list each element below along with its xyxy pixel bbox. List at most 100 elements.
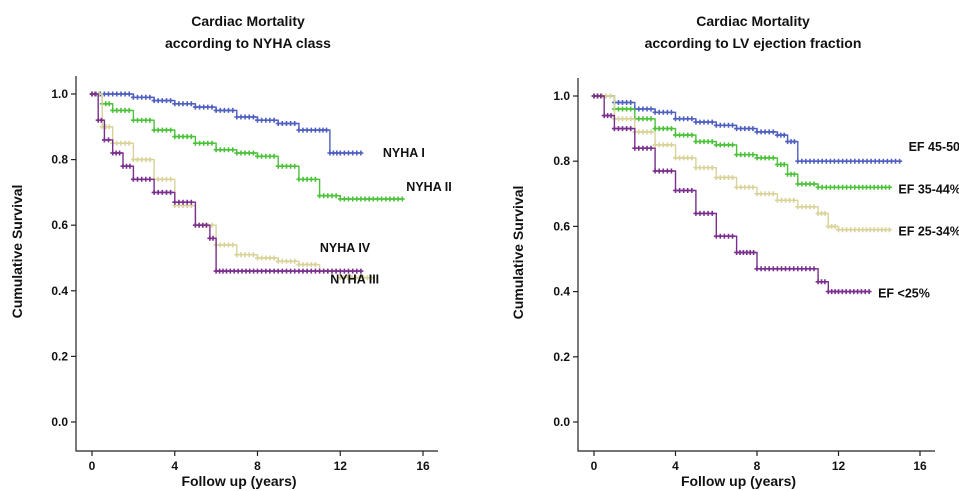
censor-mark: [709, 210, 715, 216]
censor-mark: [135, 94, 140, 100]
censor-mark: [333, 193, 339, 199]
censor-mark: [250, 252, 256, 258]
censor-mark: [781, 162, 787, 167]
x-tick-label: 16: [913, 459, 927, 473]
censor-mark: [126, 107, 132, 113]
censor-mark: [370, 196, 376, 202]
censor-mark: [628, 116, 634, 122]
series-label: EF <25%: [878, 287, 930, 301]
x-axis-label: Follow up (years): [681, 473, 796, 489]
x-tick-label: 8: [754, 459, 761, 473]
x-tick-label: 4: [171, 459, 178, 473]
y-tick-label: 0.2: [51, 349, 68, 363]
y-tick-label: 1.0: [51, 87, 68, 101]
censor-mark: [689, 188, 695, 193]
censor-mark: [267, 268, 273, 274]
censor-mark: [730, 122, 735, 128]
censor-mark: [106, 137, 111, 143]
censor-mark: [188, 134, 194, 140]
censor-mark: [628, 126, 634, 132]
censor-mark: [135, 176, 140, 182]
censor-mark: [781, 132, 787, 138]
x-tick-label: 12: [334, 459, 348, 473]
censor-mark: [325, 268, 331, 274]
censor-mark: [304, 262, 310, 268]
censor-mark: [709, 165, 715, 171]
censor-mark: [92, 91, 98, 97]
censor-mark: [246, 150, 252, 156]
censor-mark: [234, 252, 240, 258]
censor-mark: [98, 117, 104, 123]
censor-mark: [832, 223, 838, 229]
censor-mark: [886, 227, 892, 233]
censor-mark: [188, 199, 194, 205]
censor-mark: [213, 147, 219, 153]
censor-mark: [648, 106, 654, 112]
censor-mark: [689, 155, 695, 161]
censor-mark: [230, 147, 236, 153]
censor-mark: [271, 255, 277, 261]
censor-mark: [668, 126, 674, 132]
censor-mark: [213, 107, 219, 113]
censor-mark: [648, 116, 654, 122]
y-tick-label: 0.8: [51, 153, 68, 167]
censor-mark: [135, 157, 140, 163]
censor-mark: [159, 176, 165, 182]
censor-mark: [312, 127, 318, 133]
censor-mark: [188, 101, 194, 107]
censor-mark: [770, 191, 776, 197]
y-tick-label: 0.4: [51, 284, 68, 298]
chart-title: Cardiac Mortality: [191, 13, 305, 29]
censor-mark: [346, 268, 351, 274]
censor-mark: [304, 176, 310, 182]
censor-mark: [203, 222, 209, 228]
series-label: NYHA I: [383, 146, 425, 160]
censor-mark: [259, 153, 265, 159]
censor-mark: [325, 193, 331, 199]
censor-mark: [147, 117, 153, 123]
censor-mark: [147, 157, 153, 163]
y-axis-label: Cumulative Survival: [510, 186, 526, 320]
censor-mark: [689, 132, 695, 138]
x-tick-label: 8: [254, 459, 261, 473]
censor-mark: [811, 181, 817, 187]
censor-mark: [205, 140, 211, 146]
censor-mark: [811, 204, 817, 210]
y-tick-label: 1.0: [553, 89, 570, 103]
chart-subtitle: according to NYHA class: [165, 35, 331, 51]
censor-mark: [312, 176, 318, 182]
censor-mark: [668, 168, 674, 174]
series-label: EF 45-50%: [909, 140, 959, 154]
censor-mark: [730, 142, 735, 148]
censor-mark: [866, 289, 872, 295]
censor-mark: [324, 127, 329, 133]
censor-mark: [770, 129, 776, 135]
series-label: NYHA II: [406, 180, 451, 194]
censor-mark: [730, 233, 735, 239]
censor-mark: [226, 242, 231, 248]
chart-title: Cardiac Mortality: [696, 13, 810, 29]
x-tick-label: 12: [832, 459, 846, 473]
censor-mark: [648, 145, 654, 151]
censor-mark: [180, 134, 186, 140]
series-line: [92, 93, 361, 154]
series-label: NYHA III: [330, 273, 379, 287]
censor-mark: [279, 268, 285, 274]
x-tick-label: 4: [672, 459, 679, 473]
censor-mark: [147, 176, 153, 182]
x-tick-label: 16: [416, 459, 430, 473]
censor-mark: [304, 127, 310, 133]
censor-mark: [292, 163, 298, 169]
censor-mark: [304, 268, 310, 274]
censor-mark: [358, 196, 364, 202]
y-tick-label: 0.6: [51, 218, 68, 232]
censor-mark: [180, 101, 186, 107]
censor-mark: [127, 163, 133, 169]
censor-mark: [259, 117, 265, 123]
censor-mark: [106, 91, 111, 97]
censor-mark: [234, 114, 240, 120]
censor-mark: [168, 98, 174, 104]
censor-mark: [811, 266, 817, 272]
censor-mark: [358, 150, 364, 156]
censor-mark: [628, 100, 634, 105]
